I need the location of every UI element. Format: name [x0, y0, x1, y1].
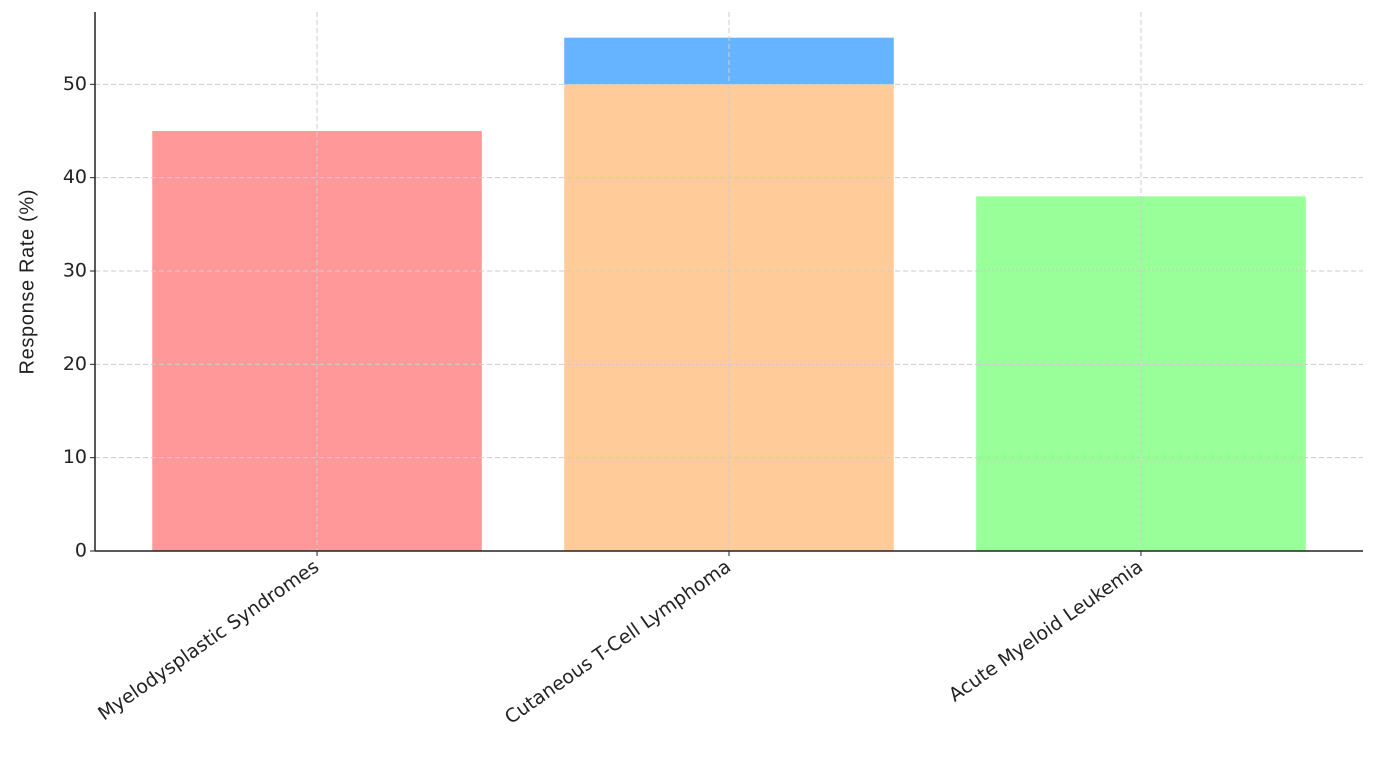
y-axis-label: Response Rate (%) — [16, 190, 38, 375]
y-tick-label: 20 — [63, 353, 87, 375]
x-tick-label: Acute Myeloid Leukemia — [945, 556, 1147, 707]
x-tick-label: Myelodysplastic Syndromes — [94, 556, 323, 725]
y-tick-label: 30 — [63, 260, 87, 282]
y-tick-label: 40 — [63, 166, 87, 188]
y-tick-label: 50 — [63, 73, 87, 95]
y-tick-label: 10 — [63, 446, 87, 468]
x-tick-label: Cutaneous T-Cell Lymphoma — [501, 556, 735, 729]
y-tick-label: 0 — [75, 540, 87, 562]
